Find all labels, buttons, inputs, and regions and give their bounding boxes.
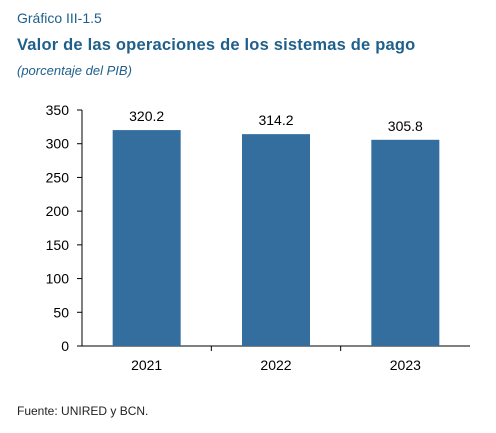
x-tick-label: 2023 — [390, 357, 421, 373]
y-tick-label: 350 — [46, 102, 70, 118]
source-note: Fuente: UNIRED y BCN. — [17, 404, 149, 418]
chart-label: Gráfico III-1.5 — [17, 10, 102, 26]
x-tick-label: 2022 — [260, 357, 291, 373]
bar — [371, 139, 440, 346]
chart-subtitle: (porcentaje del PIB) — [17, 63, 132, 78]
y-tick-label: 200 — [46, 203, 70, 219]
bar — [112, 130, 181, 346]
y-tick-label: 300 — [46, 136, 70, 152]
y-tick-label: 0 — [61, 338, 69, 354]
bar-chart: 0 50 100 150 200 250 300 350 2021 320.2 2022 314.2 2… — [46, 102, 470, 373]
data-label: 314.2 — [258, 112, 293, 128]
y-tick-label: 250 — [46, 169, 70, 185]
data-label: 305.8 — [388, 118, 423, 134]
y-tick-label: 100 — [46, 271, 70, 287]
bar — [242, 134, 310, 346]
y-tick-label: 50 — [53, 304, 69, 320]
y-tick-label: 150 — [46, 237, 70, 253]
chart-title: Valor de las operaciones de los sistemas… — [17, 36, 416, 54]
x-tick-label: 2021 — [131, 357, 162, 373]
data-label: 320.2 — [129, 108, 164, 124]
